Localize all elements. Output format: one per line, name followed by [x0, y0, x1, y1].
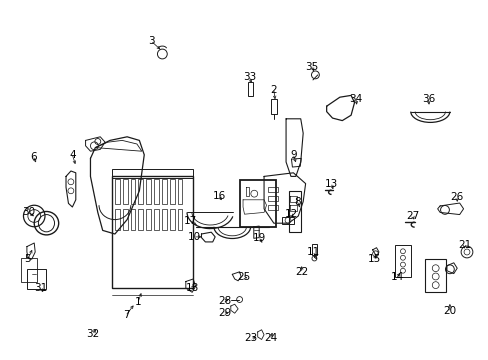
Text: 2: 2: [270, 85, 277, 95]
Bar: [177, 179, 182, 204]
Bar: [115, 179, 120, 204]
Bar: [169, 179, 174, 204]
Text: 35: 35: [305, 62, 318, 72]
Text: 22: 22: [294, 267, 308, 277]
Bar: [394, 245, 410, 277]
Bar: [239, 180, 276, 227]
Text: 8: 8: [293, 197, 300, 207]
Text: 19: 19: [252, 233, 265, 243]
Text: 25: 25: [237, 272, 250, 282]
Text: 27: 27: [405, 211, 419, 221]
Bar: [267, 205, 277, 210]
Bar: [154, 179, 159, 204]
Bar: [115, 209, 120, 230]
Text: 23: 23: [244, 333, 258, 343]
Bar: [267, 187, 277, 192]
Bar: [21, 258, 37, 282]
Text: 31: 31: [34, 283, 47, 293]
Bar: [267, 196, 277, 201]
Text: 10: 10: [188, 232, 201, 242]
Text: 6: 6: [30, 152, 37, 162]
Text: 36: 36: [421, 94, 434, 104]
Bar: [130, 179, 135, 204]
Text: 1: 1: [134, 297, 141, 307]
Text: 24: 24: [263, 333, 277, 343]
Text: 26: 26: [449, 192, 463, 202]
Text: 33: 33: [242, 72, 256, 82]
Text: 16: 16: [212, 191, 225, 201]
Bar: [425, 259, 445, 292]
Text: 34: 34: [348, 94, 362, 104]
Text: 4: 4: [69, 150, 76, 160]
Text: 12: 12: [284, 209, 297, 219]
Text: 18: 18: [185, 283, 199, 293]
Bar: [138, 179, 143, 204]
Text: 15: 15: [366, 254, 380, 264]
Text: 9: 9: [289, 150, 296, 160]
Bar: [177, 209, 182, 230]
Text: 5: 5: [24, 254, 31, 264]
Text: 13: 13: [324, 179, 338, 189]
Bar: [146, 209, 151, 230]
Bar: [138, 209, 143, 230]
Text: 28: 28: [217, 296, 231, 306]
Bar: [112, 176, 193, 288]
Bar: [311, 244, 316, 255]
Text: 17: 17: [183, 216, 197, 226]
Bar: [122, 179, 127, 204]
Text: 3: 3: [148, 36, 155, 46]
Text: 21: 21: [457, 240, 470, 250]
Text: 20: 20: [443, 306, 455, 316]
Bar: [270, 99, 276, 114]
Text: 32: 32: [86, 329, 100, 339]
Bar: [162, 209, 166, 230]
Bar: [122, 209, 127, 230]
Bar: [281, 217, 293, 224]
Bar: [154, 209, 159, 230]
Bar: [169, 209, 174, 230]
Bar: [247, 82, 252, 96]
Text: 14: 14: [389, 272, 403, 282]
Text: 29: 29: [217, 308, 231, 318]
Bar: [146, 179, 151, 204]
Text: 11: 11: [306, 247, 320, 257]
Bar: [130, 209, 135, 230]
Text: 7: 7: [122, 310, 129, 320]
Text: 30: 30: [22, 207, 35, 217]
Bar: [27, 269, 46, 289]
Bar: [112, 169, 193, 178]
Bar: [162, 179, 166, 204]
Bar: [288, 191, 300, 232]
